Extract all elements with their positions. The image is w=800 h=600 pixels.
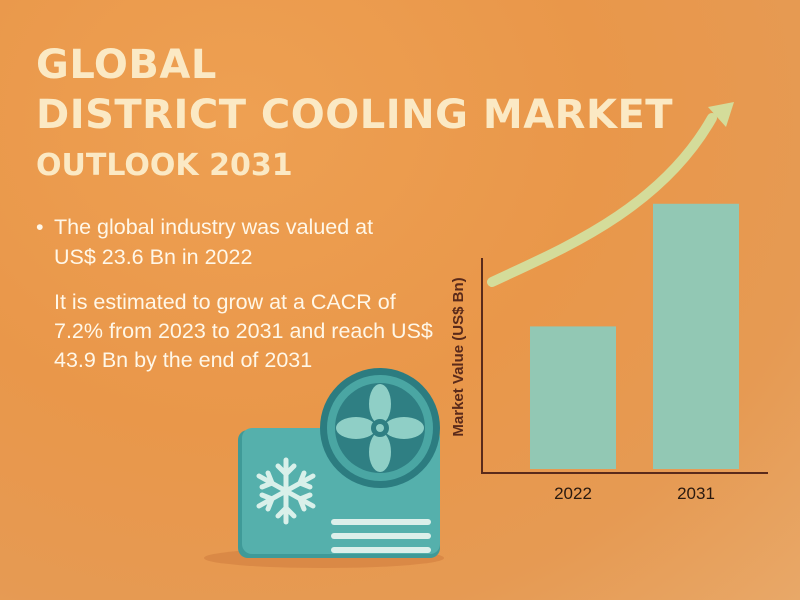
bar-2031 xyxy=(653,203,739,470)
arrow-head xyxy=(708,102,734,127)
bullet-point: • The global industry was valued at US$ … xyxy=(36,212,416,272)
growth-paragraph: It is estimated to grow at a CACR of 7.2… xyxy=(54,290,433,372)
upward-trend-arrow-icon xyxy=(487,113,717,287)
fan-icon xyxy=(320,368,440,488)
bullet-text: The global industry was valued at US$ 23… xyxy=(54,215,374,269)
bullet-marker: • xyxy=(36,215,44,239)
air-conditioner-icon xyxy=(204,368,444,568)
bar-2022 xyxy=(530,326,616,469)
subtitle: OUTLOOK 2031 xyxy=(36,148,293,183)
snowflake-icon xyxy=(256,457,316,525)
x-tick-label: 2022 xyxy=(554,484,592,503)
title-line-2: DISTRICT COOLING MARKET xyxy=(36,92,674,138)
title-line-1: GLOBAL xyxy=(36,42,217,88)
x-tick-label: 2031 xyxy=(677,484,715,503)
vent-lines xyxy=(331,519,431,553)
y-axis-label: Market Value (US$ Bn) xyxy=(450,277,467,436)
